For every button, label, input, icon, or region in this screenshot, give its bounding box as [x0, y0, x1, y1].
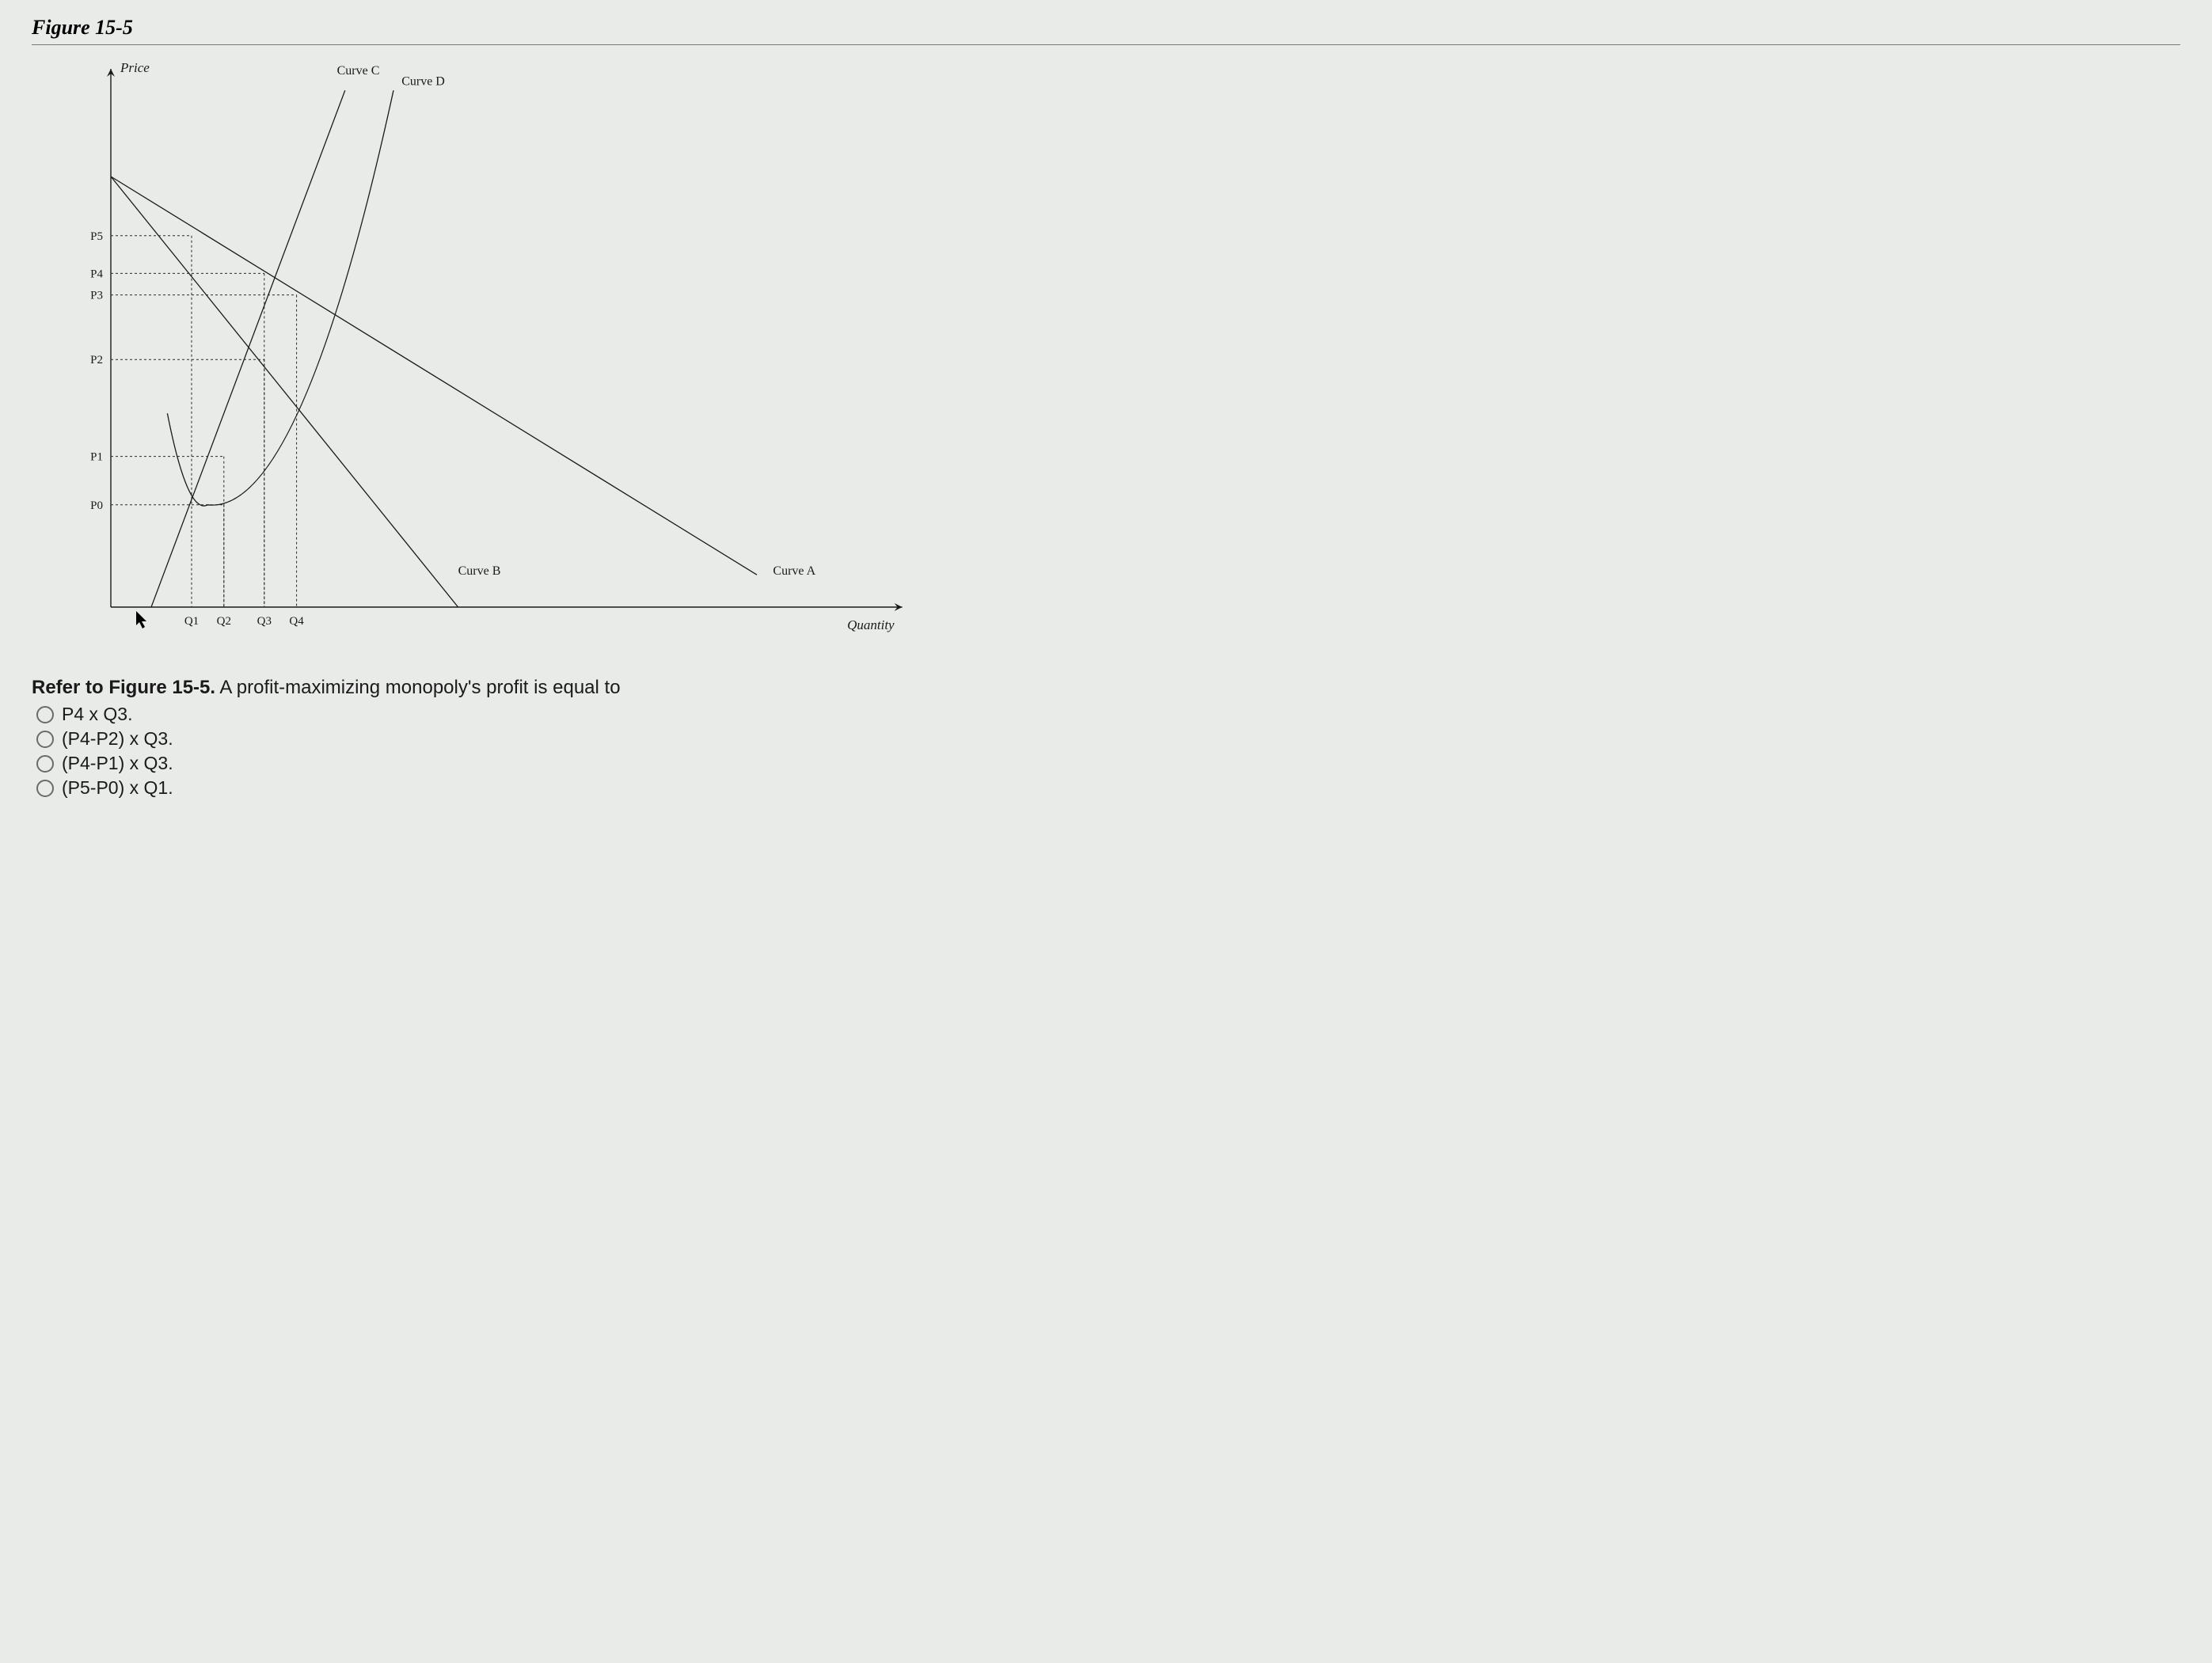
- question-lead: Refer to Figure 15-5.: [32, 677, 215, 698]
- svg-text:Q3: Q3: [257, 615, 272, 628]
- chart-container: Price Quantity Curve A Curve B Curve C Curve …: [63, 53, 2180, 655]
- question-stem: Refer to Figure 15-5. A profit-maximizin…: [32, 677, 2180, 699]
- svg-text:Curve C: Curve C: [337, 64, 380, 78]
- question-text: A profit-maximizing monopoly's profit is…: [215, 677, 620, 698]
- option-row[interactable]: (P5-P0) x Q1.: [36, 777, 2180, 799]
- option-label: (P4-P1) x Q3.: [62, 753, 173, 774]
- svg-text:P0: P0: [90, 499, 103, 512]
- svg-text:P5: P5: [90, 230, 103, 243]
- option-label: (P4-P2) x Q3.: [62, 728, 173, 750]
- svg-text:Price: Price: [120, 60, 150, 75]
- svg-text:Curve B: Curve B: [458, 564, 501, 578]
- svg-text:Q1: Q1: [184, 615, 199, 628]
- option-row[interactable]: (P4-P1) x Q3.: [36, 753, 2180, 774]
- svg-text:P4: P4: [90, 268, 103, 280]
- radio-icon[interactable]: [36, 780, 54, 797]
- monopoly-chart: Price Quantity Curve A Curve B Curve C Curve …: [63, 53, 934, 655]
- options-list: P4 x Q3. (P4-P2) x Q3. (P4-P1) x Q3. (P5-P0…: [36, 704, 2180, 799]
- svg-text:Curve A: Curve A: [773, 564, 815, 578]
- svg-text:Q2: Q2: [217, 615, 231, 628]
- radio-icon[interactable]: [36, 755, 54, 773]
- option-label: (P5-P0) x Q1.: [62, 777, 173, 799]
- svg-text:Curve D: Curve D: [401, 74, 445, 88]
- svg-text:P3: P3: [90, 290, 103, 302]
- option-label: P4 x Q3.: [62, 704, 132, 725]
- svg-text:P2: P2: [90, 354, 103, 366]
- option-row[interactable]: P4 x Q3.: [36, 704, 2180, 725]
- radio-icon[interactable]: [36, 706, 54, 723]
- svg-text:Q4: Q4: [289, 615, 304, 628]
- mouse-cursor-icon: [136, 611, 150, 630]
- question-block: Refer to Figure 15-5. A profit-maximizin…: [32, 677, 2180, 799]
- option-row[interactable]: (P4-P2) x Q3.: [36, 728, 2180, 750]
- figure-title: Figure 15-5: [32, 16, 2180, 40]
- svg-text:P1: P1: [90, 451, 103, 464]
- figure-rule: [32, 44, 2180, 45]
- radio-icon[interactable]: [36, 731, 54, 748]
- svg-text:Quantity: Quantity: [847, 617, 895, 632]
